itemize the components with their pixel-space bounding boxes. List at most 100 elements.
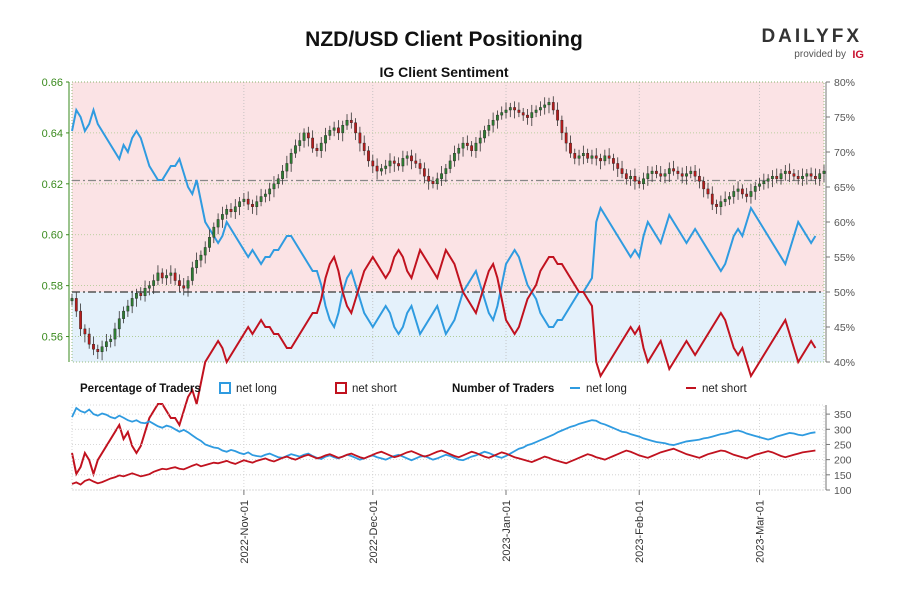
candle-body xyxy=(822,170,826,174)
candle-body xyxy=(122,310,125,319)
candle-body xyxy=(354,122,357,134)
date-tick-label: 2022-Dec-01 xyxy=(368,500,380,564)
candle-body xyxy=(263,193,267,197)
candle-body xyxy=(775,175,779,179)
candle-body xyxy=(715,203,718,207)
candle-body xyxy=(422,168,426,177)
price-tick-label: 0.62 xyxy=(42,179,63,191)
candle-body xyxy=(306,132,310,139)
candle-body xyxy=(255,201,259,207)
price-candles xyxy=(70,96,826,361)
candle-body xyxy=(818,173,822,179)
candle-body xyxy=(190,267,194,281)
legend-num-short-label: net short xyxy=(702,383,748,395)
candle-body xyxy=(581,153,585,157)
candle-body xyxy=(349,119,353,123)
candle-body xyxy=(723,198,727,202)
candle-body xyxy=(560,119,564,134)
candle-body xyxy=(689,170,693,174)
candle-body xyxy=(573,153,577,159)
candle-body xyxy=(165,275,168,279)
candle-body xyxy=(272,183,276,190)
candle-body xyxy=(216,219,220,228)
candle-body xyxy=(233,206,237,213)
date-tick-label: 2023-Feb-01 xyxy=(634,500,646,563)
price-tick-label: 0.64 xyxy=(42,128,63,140)
net-long-pct-line xyxy=(71,106,817,337)
candle-body xyxy=(281,170,284,179)
candle-body xyxy=(801,175,804,179)
candle-body xyxy=(599,158,602,162)
candle-body xyxy=(470,145,474,151)
date-tick-label: 2023-Jan-01 xyxy=(501,500,513,562)
candle-body xyxy=(483,130,486,139)
price-tick-label: 0.56 xyxy=(42,332,63,344)
candle-body xyxy=(783,170,787,174)
candle-body xyxy=(298,140,302,146)
candle-body xyxy=(646,173,650,179)
candle-body xyxy=(92,343,95,350)
legend-pct-short-label: net short xyxy=(352,383,398,395)
candle-body xyxy=(212,226,216,238)
candle-body xyxy=(362,142,366,151)
candle-body xyxy=(590,155,594,159)
candle-body xyxy=(337,127,340,134)
candle-body xyxy=(667,168,671,174)
traders-tick-label: 150 xyxy=(834,470,852,482)
candle-body xyxy=(474,142,478,151)
candle-body xyxy=(728,196,731,200)
candle-body xyxy=(792,173,796,177)
candle-body xyxy=(410,155,413,162)
candle-body xyxy=(375,165,379,172)
price-tick-label: 0.60 xyxy=(42,230,63,242)
legend-percentage-heading: Percentage of Traders xyxy=(80,383,201,395)
candle-body xyxy=(397,163,400,167)
candle-body xyxy=(345,119,349,126)
candle-body xyxy=(418,163,422,169)
candle-body xyxy=(319,142,323,151)
percent-tick-label: 60% xyxy=(834,217,855,229)
candle-body xyxy=(508,107,512,111)
candle-body xyxy=(732,191,736,197)
candle-body xyxy=(487,125,491,131)
price-tick-label: 0.58 xyxy=(42,281,63,293)
candle-body xyxy=(294,145,297,154)
candle-body xyxy=(650,170,654,174)
price-tick-label: 0.66 xyxy=(42,77,63,89)
candle-body xyxy=(328,130,332,136)
percent-tick-label: 65% xyxy=(834,182,855,194)
candle-body xyxy=(762,181,766,185)
candle-body xyxy=(543,104,547,108)
candle-body xyxy=(809,173,813,177)
chart-title: NZD/USD Client Positioning xyxy=(305,28,583,51)
candle-body xyxy=(457,147,461,154)
percent-tick-label: 80% xyxy=(834,77,855,89)
candle-body xyxy=(405,155,409,159)
candle-body xyxy=(238,201,241,207)
candle-body xyxy=(672,168,675,172)
candle-body xyxy=(221,214,224,220)
net-short-pct-line xyxy=(71,247,817,478)
candle-body xyxy=(517,109,521,113)
candle-body xyxy=(676,170,680,174)
candle-body xyxy=(332,127,336,131)
percent-tick-label: 50% xyxy=(834,287,855,299)
candle-body xyxy=(135,293,138,299)
candle-body xyxy=(814,175,817,179)
date-tick-label: 2023-Mar-01 xyxy=(755,500,767,563)
candle-body xyxy=(637,181,641,185)
candle-body xyxy=(620,168,624,174)
candle-body xyxy=(79,310,82,330)
candle-body xyxy=(195,259,198,269)
candle-body xyxy=(693,170,697,177)
candle-body xyxy=(182,285,186,289)
candle-body xyxy=(427,175,431,182)
date-axis: 2022-Nov-01 2022-Dec-01 2023-Jan-01 2023-Fe… xyxy=(239,490,767,564)
candle-body xyxy=(551,102,555,111)
candle-body xyxy=(788,170,791,174)
candle-body xyxy=(603,155,607,162)
candle-body xyxy=(414,160,418,164)
price-axis: 0.56 0.58 0.60 0.62 0.64 0.66 xyxy=(42,77,70,362)
candle-body xyxy=(461,142,465,149)
main-gridlines xyxy=(71,81,825,363)
